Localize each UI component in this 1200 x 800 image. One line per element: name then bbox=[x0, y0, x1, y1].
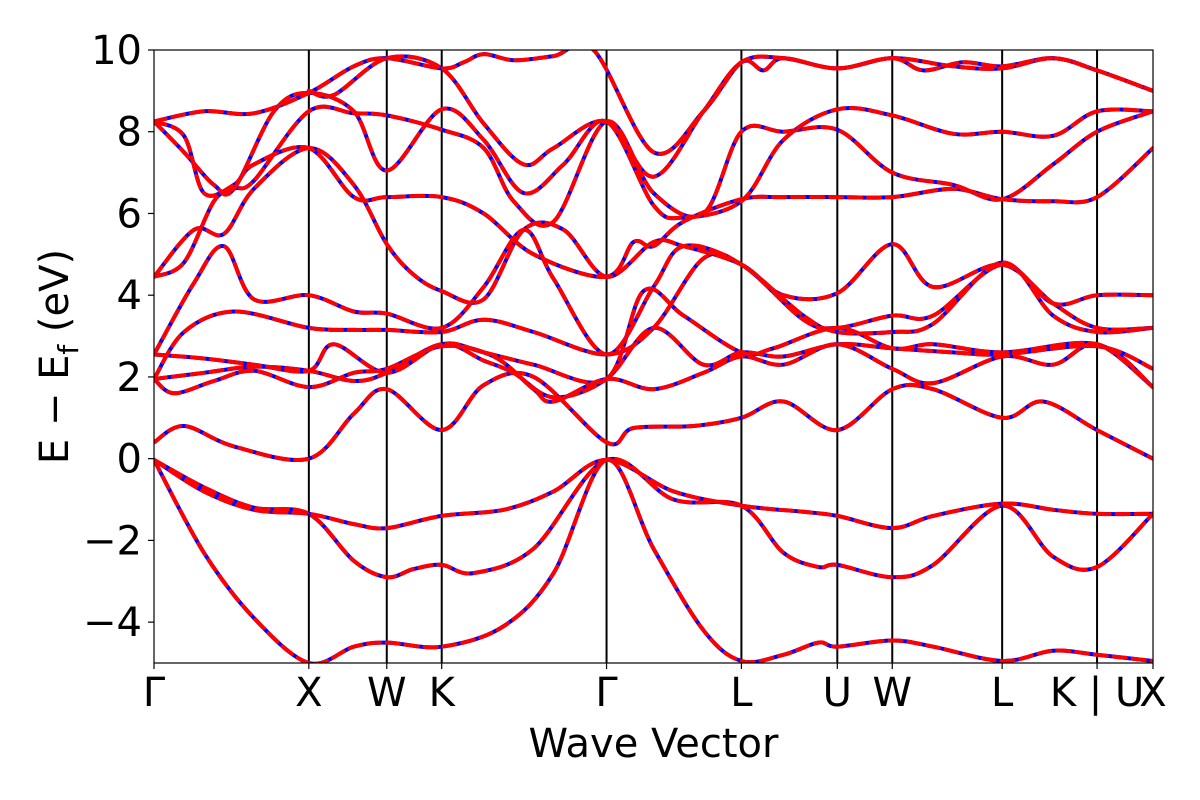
band-line-red bbox=[154, 286, 1153, 390]
band-line-red bbox=[154, 456, 1153, 580]
y-axis-label-unit: (eV) bbox=[32, 249, 78, 332]
y-axis-ticks: −4 −2 0 2 4 6 8 10 bbox=[83, 28, 154, 646]
y-tick-label: 2 bbox=[117, 355, 142, 401]
band-line-red bbox=[154, 457, 1153, 663]
plot-frame bbox=[153, 49, 1154, 664]
x-tick-label: X bbox=[295, 670, 322, 716]
y-tick-label: −2 bbox=[83, 518, 142, 564]
y-tick-label: 6 bbox=[117, 191, 142, 237]
x-axis-label: Wave Vector bbox=[529, 721, 780, 767]
x-tick-label: K | U bbox=[1050, 670, 1144, 716]
y-tick-label: −4 bbox=[83, 600, 142, 646]
x-tick-label: W bbox=[872, 670, 912, 716]
kpoint-lines bbox=[307, 50, 1099, 663]
y-axis-label: E − Ef (eV) bbox=[32, 249, 85, 464]
band-line-red bbox=[154, 104, 1153, 279]
x-tick-label: X bbox=[1139, 670, 1166, 716]
y-axis-label-subscript: f bbox=[52, 344, 85, 355]
band-line-red bbox=[154, 90, 1153, 221]
x-tick-label: L bbox=[991, 670, 1014, 716]
band-series bbox=[154, 50, 1153, 663]
y-axis-label-main: E − E bbox=[32, 355, 78, 465]
svg-text:E − Ef (eV): E − Ef (eV) bbox=[32, 249, 85, 464]
band-line-red bbox=[154, 370, 1153, 462]
x-tick-label: Γ bbox=[595, 670, 618, 716]
band-line-red bbox=[154, 50, 1153, 156]
y-tick-label: 0 bbox=[117, 437, 142, 483]
x-tick-label: W bbox=[367, 670, 407, 716]
band-line-red bbox=[154, 119, 1153, 279]
x-tick-label: L bbox=[730, 670, 753, 716]
band-line-red bbox=[154, 457, 1153, 531]
x-tick-label: Γ bbox=[143, 670, 166, 716]
y-tick-label: 4 bbox=[117, 273, 142, 319]
y-tick-label: 8 bbox=[117, 110, 142, 156]
x-tick-label: U bbox=[823, 670, 852, 716]
y-tick-label: 10 bbox=[91, 28, 142, 74]
band-line-red bbox=[154, 227, 1153, 357]
band-line-red bbox=[306, 54, 1153, 179]
x-tick-label: K bbox=[429, 670, 457, 716]
